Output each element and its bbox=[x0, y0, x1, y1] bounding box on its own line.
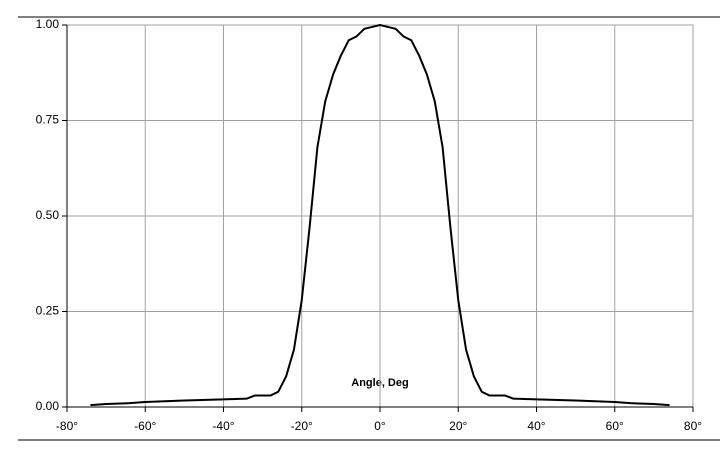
data-line bbox=[90, 24, 670, 407]
y-tick-label: 0.25 bbox=[36, 304, 60, 318]
y-tick-label: 0.75 bbox=[36, 113, 60, 127]
x-tick-label: 80° bbox=[684, 419, 702, 433]
x-tick-label: 40° bbox=[527, 419, 545, 433]
x-tick-label: -60° bbox=[134, 419, 156, 433]
x-tick-label: 20° bbox=[449, 419, 467, 433]
y-tick-label: 0.50 bbox=[36, 208, 60, 222]
x-tick-label: -80° bbox=[56, 419, 78, 433]
x-tick-label: 0° bbox=[374, 419, 386, 433]
x-tick-label: -20° bbox=[291, 419, 313, 433]
x-tick-label: 60° bbox=[606, 419, 624, 433]
y-tick-label: 0.00 bbox=[36, 399, 60, 413]
y-tick-label: 1.00 bbox=[36, 17, 60, 31]
x-tick-label: -40° bbox=[212, 419, 234, 433]
